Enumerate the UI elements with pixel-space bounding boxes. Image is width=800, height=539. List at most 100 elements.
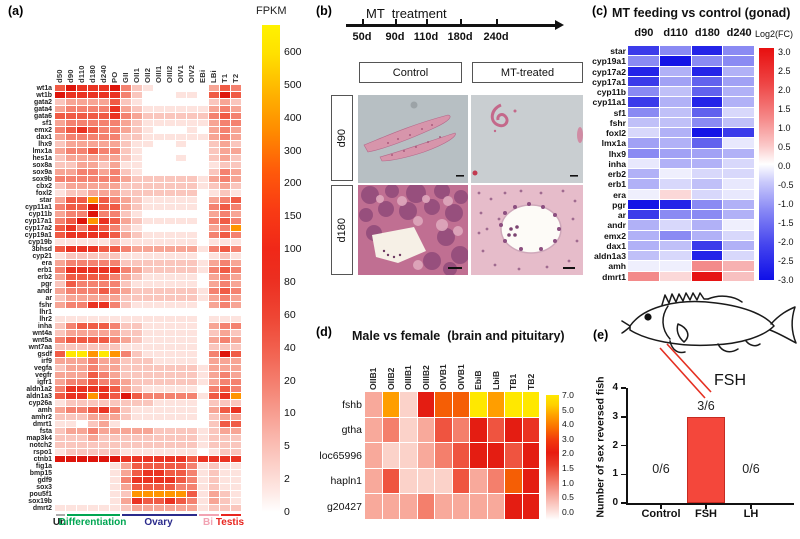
gene-label: fshr: [609, 117, 626, 128]
heatmap-cell: [66, 267, 77, 274]
heatmap-cell: [209, 120, 220, 127]
heatmap-cell: [66, 316, 77, 323]
heatmap-cell: [132, 421, 143, 428]
heatmap-cell: [132, 393, 143, 400]
heatmap-cell: [99, 400, 110, 407]
heatmap-cell: [659, 169, 692, 180]
heatmap-cell: [121, 225, 132, 232]
heatmap-cell: [176, 232, 187, 239]
heatmap-cell: [121, 85, 132, 92]
heatmap-cell: [176, 330, 187, 337]
heatmap-cell: [231, 456, 242, 463]
heatmap-cell: [691, 128, 724, 139]
heatmap-cell: [110, 484, 121, 491]
heatmap-cell: [220, 239, 231, 246]
heatmap-cell: [77, 176, 88, 183]
heatmap-cell: [198, 463, 209, 470]
heatmap-cell: [628, 169, 660, 180]
heatmap-cell: [723, 240, 755, 251]
heatmap-cell: [220, 316, 231, 323]
gene-label: amh: [608, 261, 626, 272]
heatmap-cell: [505, 494, 523, 520]
heatmap-cell: [143, 295, 154, 302]
heatmap-cell: [66, 330, 77, 337]
heatmap-cell: [55, 134, 66, 141]
heatmap-cell: [77, 421, 88, 428]
heatmap-cell: [659, 138, 692, 149]
heatmap-cell: [143, 134, 154, 141]
heatmap-cell: [165, 127, 176, 134]
heatmap-cell: [198, 162, 209, 169]
column-header: TB2: [525, 373, 536, 390]
heatmap-cell: [77, 442, 88, 449]
heatmap-cell: [143, 463, 154, 470]
heatmap-cell: [187, 302, 198, 309]
heatmap-cell: [77, 246, 88, 253]
gene-label: cyp11b: [596, 87, 626, 98]
heatmap-cell: [209, 358, 220, 365]
heatmap-cell: [176, 113, 187, 120]
heatmap-cell: [165, 456, 176, 463]
heatmap-cell: [132, 225, 143, 232]
heatmap-cell: [121, 218, 132, 225]
heatmap-cell: [165, 218, 176, 225]
heatmap-cell: [176, 190, 187, 197]
heatmap-cell: [66, 92, 77, 99]
heatmap-cell: [628, 138, 660, 149]
heatmap-cell: [121, 456, 132, 463]
heatmap-cell: [220, 148, 231, 155]
timeline-axis: [346, 24, 556, 27]
heatmap-cell: [165, 337, 176, 344]
heatmap-cell: [198, 253, 209, 260]
heatmap-cell: [132, 337, 143, 344]
heatmap-cell: [99, 176, 110, 183]
heatmap-cell: [132, 127, 143, 134]
heatmap-cell: [99, 162, 110, 169]
heatmap-cell: [165, 113, 176, 120]
heatmap-cell: [132, 435, 143, 442]
heatmap-cell: [154, 288, 165, 295]
y-axis-tick-label: 4: [612, 382, 618, 393]
heatmap-cell: [88, 204, 99, 211]
heatmap-cell: [198, 85, 209, 92]
heatmap-cell: [209, 127, 220, 134]
heatmap-cell: [209, 449, 220, 456]
heatmap-cell: [154, 386, 165, 393]
heatmap-cell: [132, 99, 143, 106]
heatmap-cell: [132, 274, 143, 281]
heatmap-cell: [187, 155, 198, 162]
heatmap-cell: [176, 505, 187, 512]
heatmap-cell: [154, 323, 165, 330]
heatmap-cell: [77, 386, 88, 393]
heatmap-cell: [154, 183, 165, 190]
heatmap-cell: [77, 379, 88, 386]
heatmap-cell: [209, 106, 220, 113]
gene-label: vegfa: [33, 365, 52, 372]
fpkm-colorbar: [262, 25, 280, 512]
heatmap-cell: [121, 281, 132, 288]
gene-label: cyp17a2: [592, 66, 626, 77]
gene-label: pgr: [612, 199, 626, 210]
heatmap-cell: [154, 393, 165, 400]
colorbar-tick: 0.0: [778, 161, 791, 171]
column-header: d180: [694, 27, 720, 39]
heatmap-cell: [487, 443, 505, 469]
heatmap-cell: [77, 141, 88, 148]
heatmap-cell: [365, 417, 383, 443]
heatmap-cell: [110, 379, 121, 386]
gene-label: sox3: [36, 484, 52, 491]
heatmap-cell: [110, 491, 121, 498]
heatmap-cell: [77, 470, 88, 477]
heatmap-cell: [209, 421, 220, 428]
heatmap-cell: [132, 260, 143, 267]
heatmap-cell: [187, 183, 198, 190]
heatmap-cell: [691, 240, 724, 251]
heatmap-cell: [209, 155, 220, 162]
heatmap-cell: [154, 162, 165, 169]
heatmap-cell: [220, 358, 231, 365]
heatmap-cell: [198, 267, 209, 274]
heatmap-cell: [187, 470, 198, 477]
heatmap-cell: [628, 107, 660, 118]
heatmap-cell: [143, 365, 154, 372]
heatmap-cell: [154, 92, 165, 99]
